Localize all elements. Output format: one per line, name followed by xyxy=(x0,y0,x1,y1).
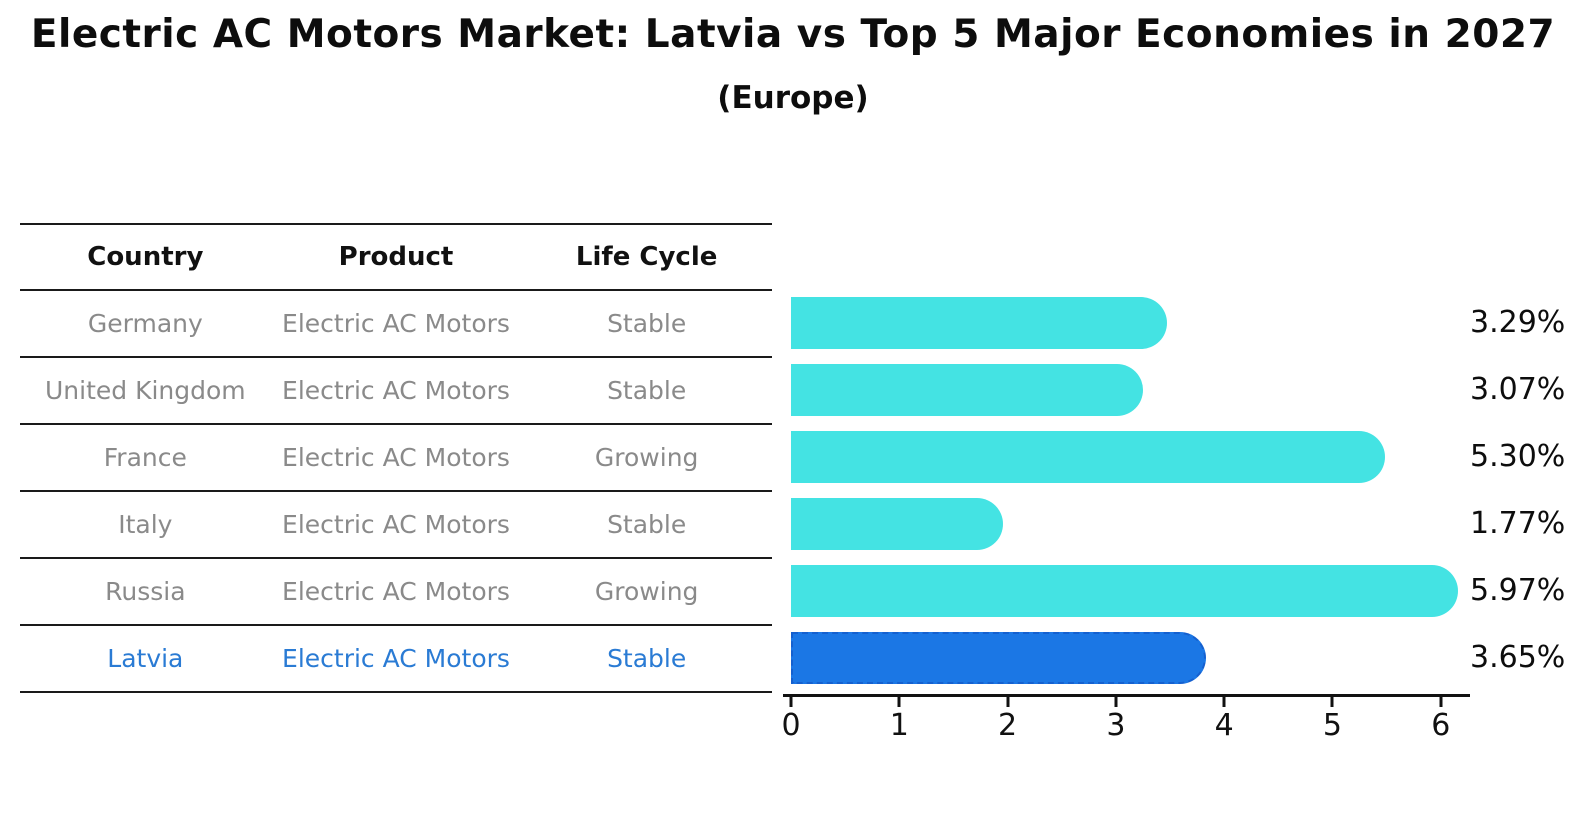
x-axis-tick-label: 6 xyxy=(1431,708,1451,743)
table-row: Russia Electric AC Motors Growing xyxy=(20,559,772,626)
x-axis-tick xyxy=(1439,697,1443,707)
bar-russia xyxy=(791,564,1458,617)
product-cell: Electric AC Motors xyxy=(282,644,510,673)
bar-value-label: 3.29% xyxy=(1470,305,1566,340)
bar-row xyxy=(791,490,1470,557)
bar-row xyxy=(791,557,1470,624)
x-axis-tick xyxy=(897,697,901,707)
table-row: France Electric AC Motors Growing xyxy=(20,425,772,492)
column-header-country: Country xyxy=(87,242,204,272)
bar-value-label: 5.97% xyxy=(1470,573,1566,608)
x-axis: 0 1 2 3 4 5 6 xyxy=(781,694,1470,757)
column-header-product: Product xyxy=(338,242,454,272)
lifecycle-cell: Growing xyxy=(594,577,699,606)
product-cell: Electric AC Motors xyxy=(282,510,510,539)
country-cell: United Kingdom xyxy=(44,376,246,405)
lifecycle-cell: Stable xyxy=(607,309,687,338)
country-cell: Italy xyxy=(118,510,173,539)
x-axis-tick-label: 0 xyxy=(781,708,801,743)
bar-plot-area xyxy=(791,289,1470,691)
bar-row xyxy=(791,356,1470,423)
x-axis-tick-label: 4 xyxy=(1214,708,1234,743)
country-cell: France xyxy=(103,443,187,472)
x-axis-tick xyxy=(1006,697,1010,707)
table-header-row: Country Product Life Cycle xyxy=(20,225,772,291)
country-cell: Latvia xyxy=(107,644,184,673)
x-axis-tick-label: 3 xyxy=(1106,708,1126,743)
bar-germany xyxy=(791,296,1168,349)
value-label-column: 3.29% 3.07% 5.30% 1.77% 5.97% 3.65% xyxy=(1470,289,1586,691)
bar-value-label: 3.07% xyxy=(1470,372,1566,407)
x-axis-tick xyxy=(1114,697,1118,707)
lifecycle-cell: Growing xyxy=(594,443,699,472)
table-row: Latvia Electric AC Motors Stable xyxy=(20,626,772,693)
chart-title: Electric AC Motors Market: Latvia vs Top… xyxy=(30,12,1556,57)
bar-row xyxy=(791,289,1470,356)
lifecycle-cell: Stable xyxy=(607,510,687,539)
x-axis-tick-label: 1 xyxy=(889,708,909,743)
product-cell: Electric AC Motors xyxy=(282,309,510,338)
product-cell: Electric AC Motors xyxy=(282,443,510,472)
table-row: United Kingdom Electric AC Motors Stable xyxy=(20,358,772,425)
bar-value-label: 1.77% xyxy=(1470,506,1566,541)
bar-united-kingdom xyxy=(791,363,1144,416)
bar-value-label: 3.65% xyxy=(1470,640,1566,675)
product-cell: Electric AC Motors xyxy=(282,376,510,405)
bar-row xyxy=(791,423,1470,490)
x-axis-tick xyxy=(1330,697,1334,707)
country-table: Country Product Life Cycle Germany Elect… xyxy=(20,223,772,693)
bar-row xyxy=(791,624,1470,691)
lifecycle-cell: Stable xyxy=(607,644,687,673)
product-cell: Electric AC Motors xyxy=(282,577,510,606)
chart-subtitle: (Europe) xyxy=(717,80,869,116)
country-cell: Russia xyxy=(105,577,186,606)
bar-france xyxy=(791,430,1385,483)
table-body: Germany Electric AC Motors Stable United… xyxy=(20,291,772,693)
x-axis-tick xyxy=(789,697,793,707)
country-cell: Germany xyxy=(87,309,203,338)
bar-italy xyxy=(791,497,1003,550)
column-header-lifecycle: Life Cycle xyxy=(575,242,718,272)
bar-latvia xyxy=(791,631,1207,684)
x-axis-tick-label: 5 xyxy=(1322,708,1342,743)
lifecycle-cell: Stable xyxy=(607,376,687,405)
x-axis-tick xyxy=(1222,697,1226,707)
x-axis-tick-label: 2 xyxy=(998,708,1018,743)
bar-value-label: 5.30% xyxy=(1470,439,1566,474)
table-row: Italy Electric AC Motors Stable xyxy=(20,492,772,559)
table-row: Germany Electric AC Motors Stable xyxy=(20,291,772,358)
